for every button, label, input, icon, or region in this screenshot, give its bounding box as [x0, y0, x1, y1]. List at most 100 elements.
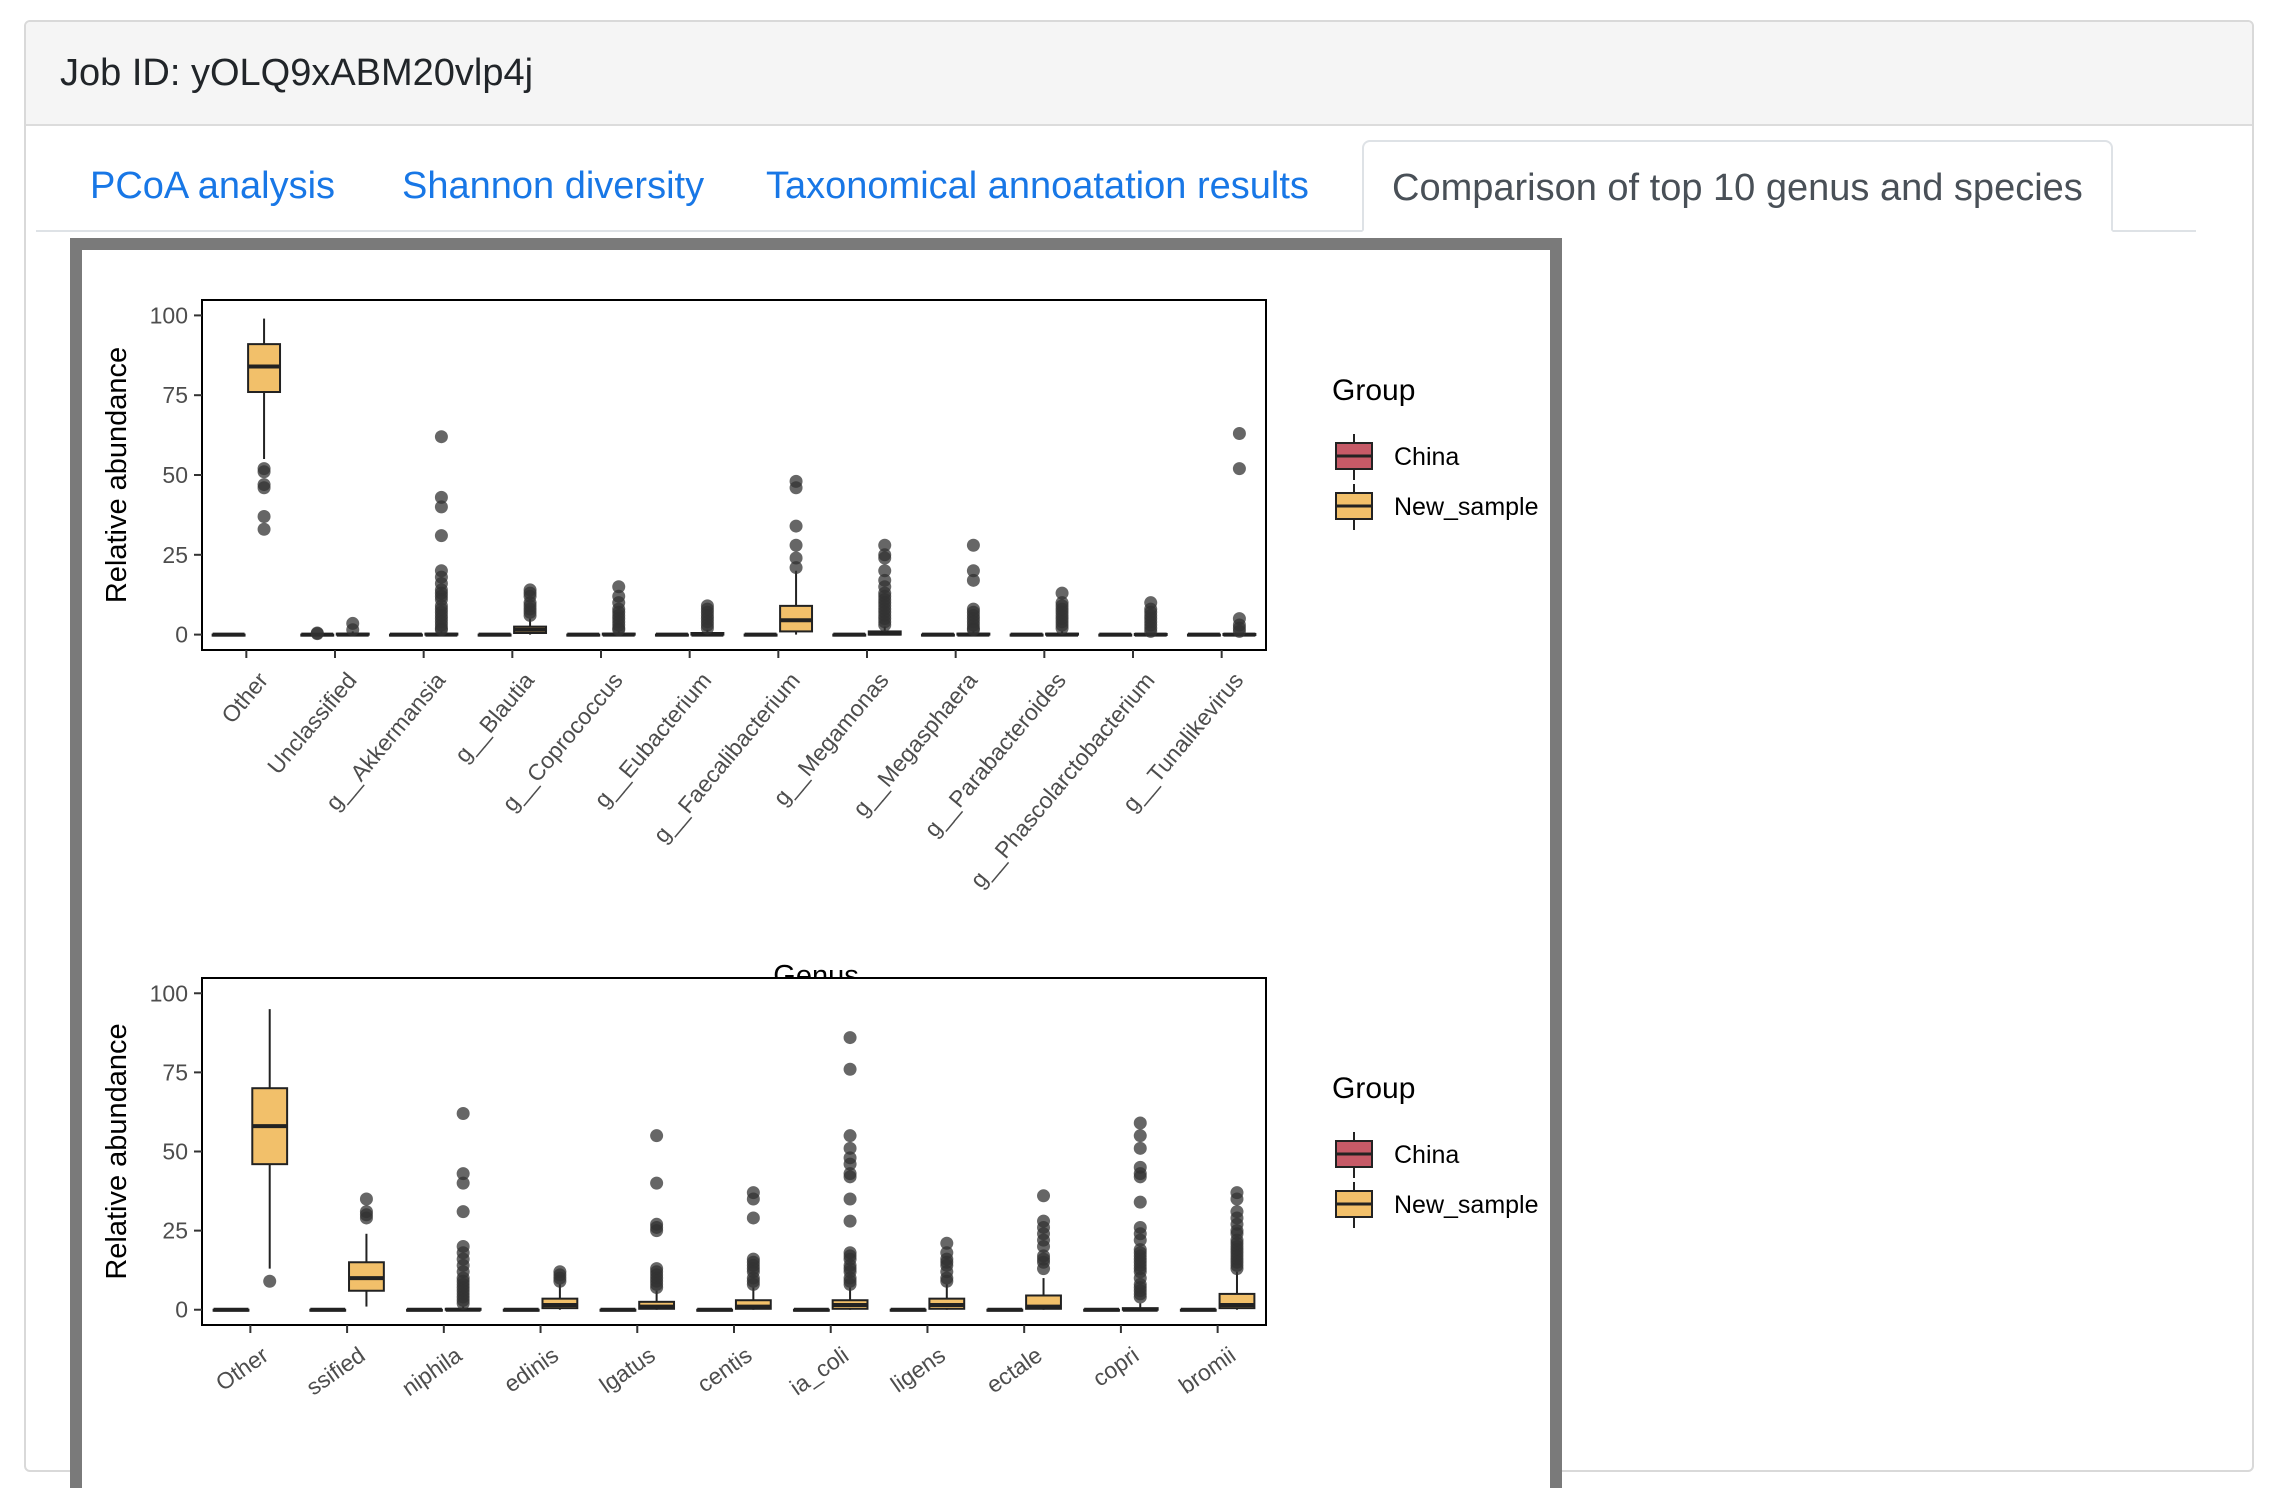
outlier-point — [746, 1211, 760, 1225]
y-tick-label: 50 — [162, 1139, 188, 1165]
outlier-point — [456, 1296, 470, 1310]
y-tick-label: 50 — [162, 462, 188, 488]
x-tick-label: ssified — [301, 1342, 369, 1401]
x-tick-label: g__Blautia — [449, 667, 539, 767]
x-tick-label: Unclassified — [262, 667, 362, 779]
tab-pcoa-analysis[interactable]: PCoA analysis — [90, 165, 336, 207]
job-id-label: Job ID: yOLQ9xABM20vlp4j — [60, 51, 534, 94]
x-tick-label: copri — [1088, 1342, 1144, 1392]
y-tick-label: 0 — [175, 1297, 188, 1323]
outlier-point — [843, 1157, 857, 1171]
outlier-point — [612, 623, 626, 637]
x-tick-label: ia_coli — [785, 1342, 853, 1401]
tab-shannon-diversity[interactable]: Shannon diversity — [402, 165, 705, 207]
outlier-point — [1037, 1189, 1051, 1203]
outlier-point — [1133, 1141, 1147, 1155]
outlier-point — [789, 538, 803, 552]
outlier-point — [843, 1214, 857, 1228]
y-axis-label: Relative abundance — [101, 1023, 133, 1279]
outlier-point — [257, 481, 271, 495]
plot-panel-1 — [201, 299, 1267, 651]
outlier-point — [456, 1176, 470, 1190]
outlier-point — [434, 490, 448, 504]
outlier-point — [878, 564, 892, 578]
outlier-point — [359, 1192, 373, 1206]
x-tick-label: centis — [692, 1342, 756, 1398]
outlier-point — [434, 529, 448, 543]
outlier-point — [650, 1129, 664, 1143]
outlier-point — [789, 481, 803, 495]
y-axis-label: Relative abundance — [101, 347, 133, 603]
x-tick-label: Other — [216, 667, 273, 728]
outlier-point — [650, 1281, 664, 1295]
outlier-point — [553, 1274, 567, 1288]
x-tick-label: niphila — [397, 1341, 467, 1401]
outlier-point — [434, 623, 448, 637]
outlier-point — [1055, 621, 1069, 635]
plot-frame: 0 25 50 75 100 Relative abundance Other Unclass… — [70, 238, 1562, 1488]
outlier-point — [612, 580, 626, 594]
outlier-point — [878, 618, 892, 632]
outlier-point — [1230, 1192, 1244, 1206]
legend-label-china: China — [1394, 1141, 1459, 1169]
x-tick-label: g__Phascolarctobacterium — [965, 667, 1160, 892]
y-tick-label: 25 — [162, 542, 188, 568]
tab-taxonomical-annotation-results[interactable]: Taxonomical annoatation results — [766, 165, 1309, 207]
outlier-point — [746, 1192, 760, 1206]
outlier-point — [1133, 1195, 1147, 1209]
outlier-point — [843, 1277, 857, 1291]
outlier-point — [1037, 1239, 1051, 1253]
outlier-point — [650, 1176, 664, 1190]
outlier-point — [456, 1205, 470, 1219]
outlier-point — [878, 538, 892, 552]
outlier-point — [1133, 1290, 1147, 1304]
outlier-point — [523, 608, 537, 622]
box-new_sample — [734, 1299, 772, 1310]
outlier-point — [843, 1192, 857, 1206]
outlier-point — [700, 621, 714, 635]
outlier-point — [1232, 427, 1246, 441]
outlier-point — [1055, 586, 1069, 600]
outlier-point — [1037, 1262, 1051, 1276]
outlier-point — [257, 465, 271, 479]
outlier-point — [1133, 1129, 1147, 1143]
outlier-point — [789, 561, 803, 575]
outlier-point — [746, 1277, 760, 1291]
outlier-point — [434, 500, 448, 514]
outlier-point — [1133, 1233, 1147, 1247]
y-tick-label: 75 — [162, 382, 188, 408]
y-tick-label: 0 — [175, 622, 188, 648]
legend-title: Group — [1332, 374, 1415, 407]
legend-label-china: China — [1394, 443, 1459, 471]
outlier-point — [843, 1062, 857, 1076]
x-tick-label: Other — [211, 1341, 273, 1395]
legend-label-new_sample: New_sample — [1394, 493, 1539, 521]
tab-comparison-top10[interactable]: Comparison of top 10 genus and species — [1362, 140, 2113, 232]
outlier-point — [966, 623, 980, 637]
card-header: Job ID: yOLQ9xABM20vlp4j — [26, 22, 2252, 126]
outlier-point — [966, 564, 980, 578]
outlier-point — [456, 1167, 470, 1181]
x-tick-label: bromii — [1174, 1342, 1240, 1399]
outlier-point — [940, 1274, 954, 1288]
outlier-point — [257, 509, 271, 523]
outlier-point — [940, 1236, 954, 1250]
outlier-point — [310, 627, 324, 641]
outlier-point — [1230, 1262, 1244, 1276]
outlier-point — [966, 538, 980, 552]
outlier-point — [843, 1129, 857, 1143]
outlier-point — [359, 1211, 373, 1225]
outlier-point — [843, 1031, 857, 1045]
outlier-point — [257, 522, 271, 536]
outlier-point — [1232, 462, 1246, 476]
outlier-point — [1133, 1116, 1147, 1130]
outlier-point — [1133, 1170, 1147, 1184]
outlier-point — [843, 1170, 857, 1184]
outlier-point — [1144, 624, 1158, 638]
y-tick-label: 25 — [162, 1218, 188, 1244]
legend-label-new_sample: New_sample — [1394, 1191, 1539, 1219]
outlier-point — [1232, 624, 1246, 638]
y-tick-label: 75 — [162, 1059, 188, 1085]
outlier-point — [346, 623, 360, 637]
y-tick-label: 100 — [150, 302, 188, 328]
